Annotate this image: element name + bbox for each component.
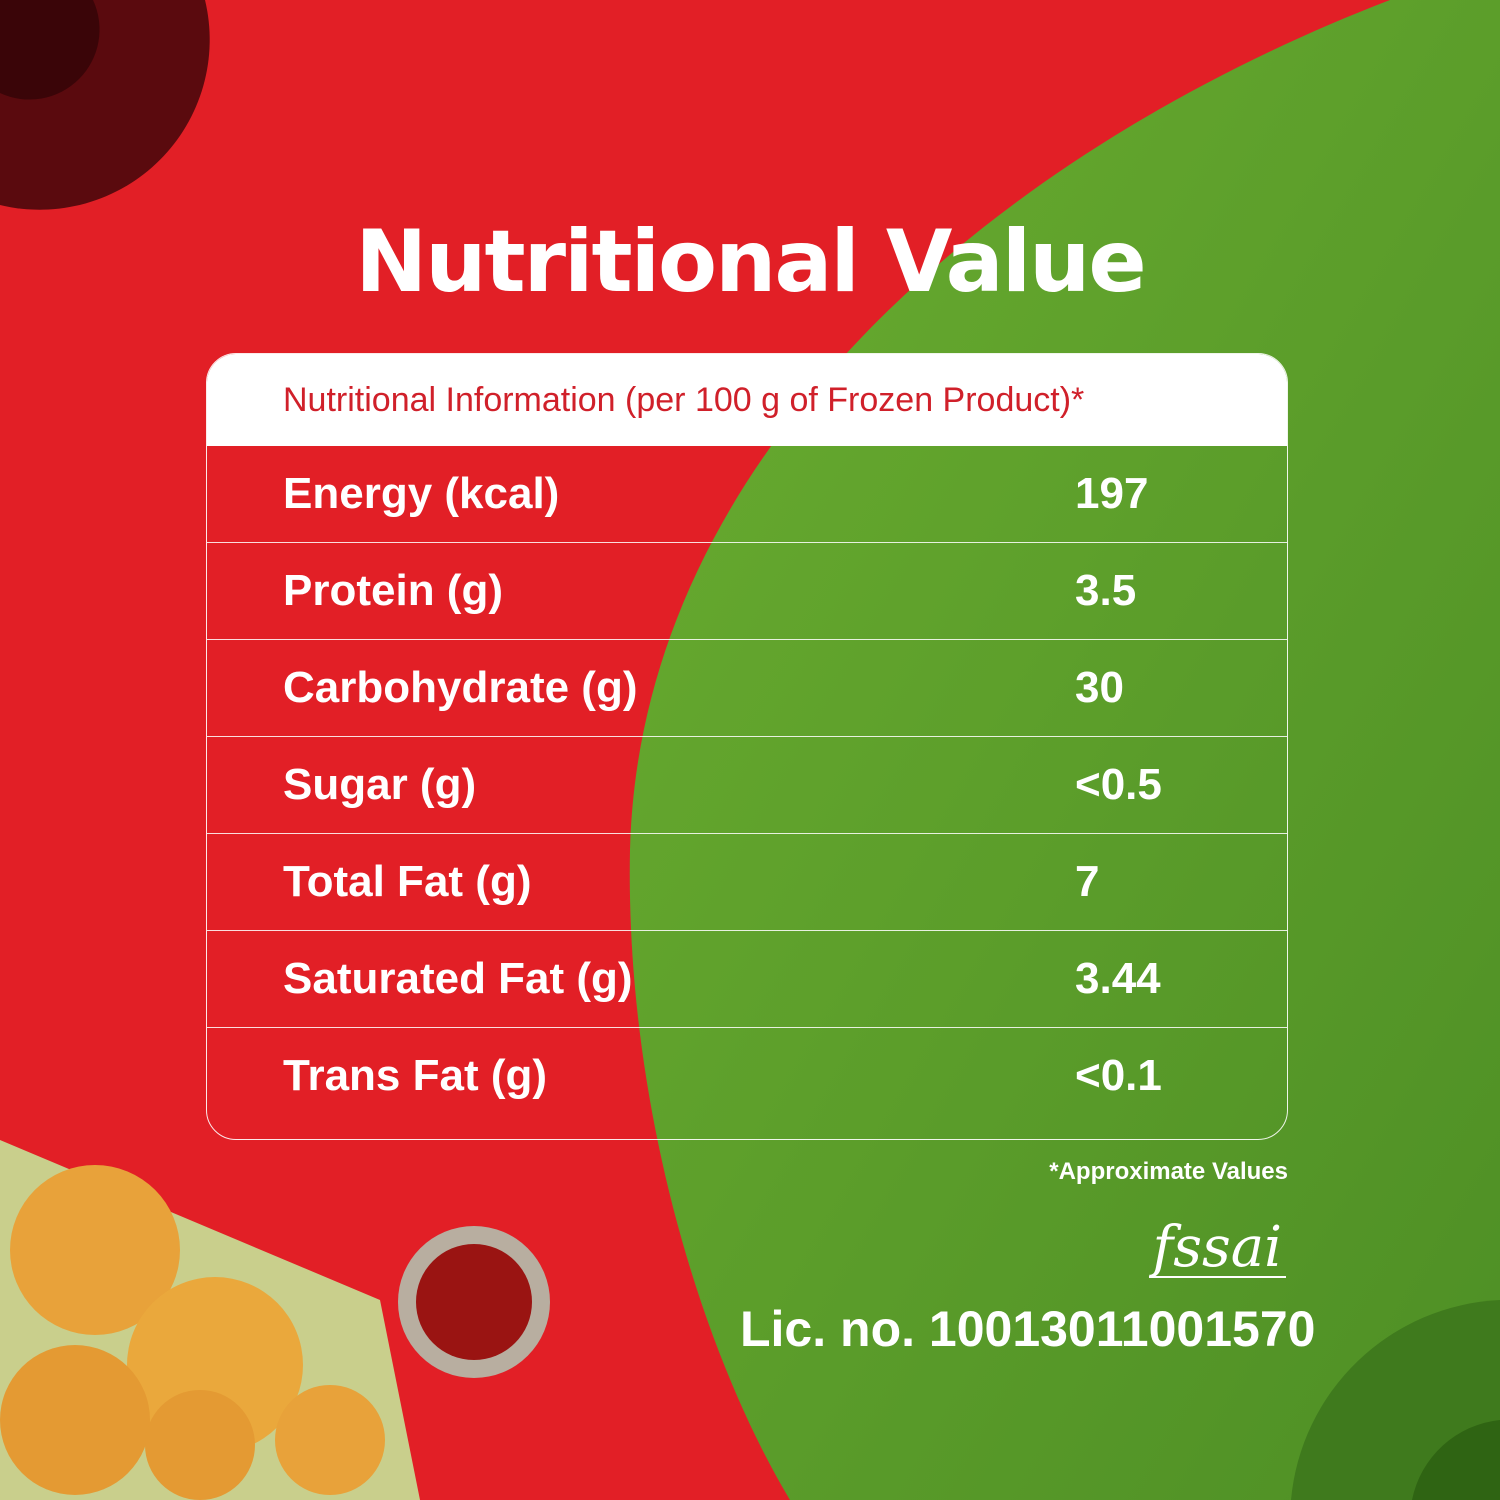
fssai-logo: fssai (1148, 1220, 1286, 1278)
page-title: Nutritional Value (355, 212, 1146, 312)
dark-circle-top-left-inner (0, 0, 100, 100)
dark-circle-bottom-right-inner (1412, 1420, 1500, 1500)
nutrient-value: 3.5 (1075, 566, 1137, 615)
table-row: Total Fat (g) 7 (207, 833, 1287, 930)
nutrition-table: Nutritional Information (per 100 g of Fr… (206, 353, 1288, 1140)
smiley-snacks-bowl (0, 1140, 420, 1500)
nutrient-name: Energy (kcal) (283, 469, 560, 518)
license-number: Lic. no. 10013011001570 (740, 1301, 1316, 1357)
nutrient-name: Total Fat (g) (283, 857, 532, 906)
nutrient-name: Sugar (g) (283, 760, 477, 809)
nutrient-name: Saturated Fat (g) (283, 954, 633, 1003)
table-row: Trans Fat (g) <0.1 (207, 1027, 1287, 1124)
nutrient-name: Trans Fat (g) (283, 1051, 548, 1100)
ketchup-bowl (398, 1226, 550, 1378)
table-row: Energy (kcal) 197 (207, 446, 1287, 542)
nutrient-name: Protein (g) (283, 566, 503, 615)
table-row: Carbohydrate (g) 30 (207, 639, 1287, 736)
nutrient-value: 7 (1075, 857, 1100, 906)
table-row: Protein (g) 3.5 (207, 542, 1287, 639)
nutrient-value: <0.1 (1075, 1051, 1162, 1100)
table-header: Nutritional Information (per 100 g of Fr… (207, 354, 1287, 446)
nutrient-value: 30 (1075, 663, 1124, 712)
table-row: Sugar (g) <0.5 (207, 736, 1287, 833)
nutrient-value: 3.44 (1075, 954, 1161, 1003)
nutrient-value: <0.5 (1075, 760, 1162, 809)
nutrient-value: 197 (1075, 469, 1149, 518)
nutrient-name: Carbohydrate (g) (283, 663, 638, 712)
footnote: *Approximate Values (1049, 1158, 1288, 1185)
table-row: Saturated Fat (g) 3.44 (207, 930, 1287, 1027)
